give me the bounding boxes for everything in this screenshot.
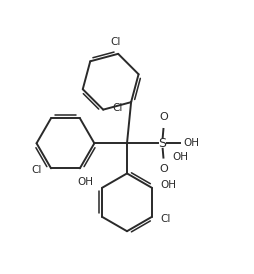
Text: O: O bbox=[159, 112, 168, 122]
Text: Cl: Cl bbox=[110, 37, 121, 47]
Text: Cl: Cl bbox=[161, 214, 171, 224]
Text: Cl: Cl bbox=[112, 103, 122, 113]
Text: OH: OH bbox=[161, 180, 177, 190]
Text: S: S bbox=[158, 137, 166, 150]
Text: OH: OH bbox=[184, 138, 200, 147]
Text: Cl: Cl bbox=[32, 165, 42, 175]
Text: OH: OH bbox=[172, 152, 188, 162]
Text: OH: OH bbox=[77, 177, 93, 187]
Text: O: O bbox=[159, 164, 168, 174]
